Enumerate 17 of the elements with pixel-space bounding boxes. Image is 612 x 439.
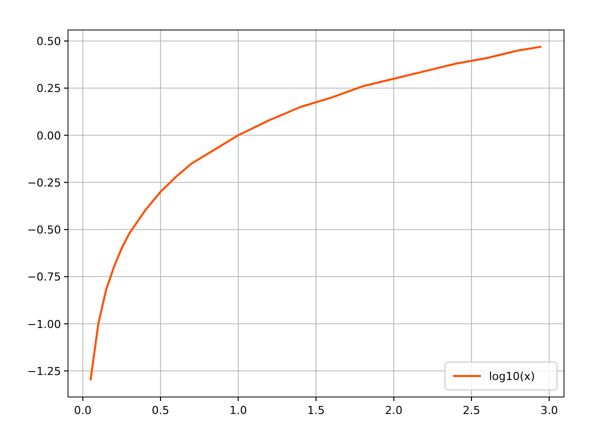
x-tick-label: 1.0: [230, 404, 248, 417]
x-tick-label: 1.5: [307, 404, 325, 417]
y-tick-label: −1.00: [27, 318, 61, 331]
x-tick-label: 0.5: [152, 404, 170, 417]
x-tick-label: 3.0: [540, 404, 558, 417]
y-tick-label: 0.50: [36, 35, 61, 48]
line-series: [90, 46, 542, 382]
y-tick-label: −0.75: [27, 270, 61, 284]
legend-label: log10(x): [489, 370, 535, 383]
x-tick-label: 2.0: [384, 404, 402, 417]
y-tick-label: 0.25: [36, 82, 61, 96]
x-tick-label: 2.5: [462, 404, 480, 417]
y-tick-label: −1.25: [27, 364, 61, 378]
y-tick-label: −0.50: [27, 224, 61, 237]
y-tick-label: 0.00: [36, 129, 61, 142]
y-tick-label: −0.25: [27, 176, 61, 190]
x-tick-label: 0.0: [74, 404, 92, 417]
